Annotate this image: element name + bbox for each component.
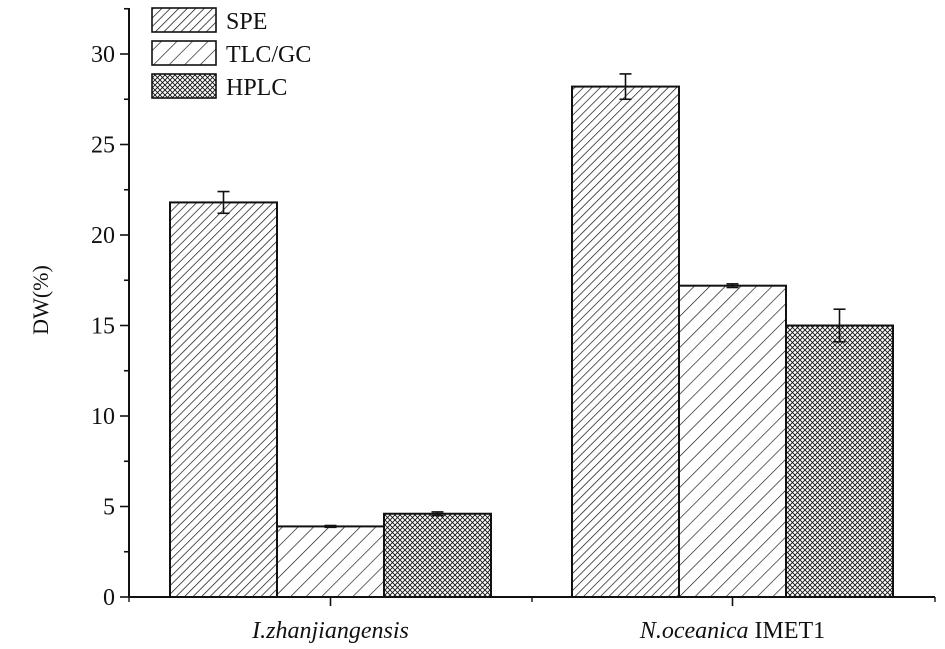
legend-label: SPE [226, 9, 267, 35]
y-tick-label: 25 [91, 133, 115, 159]
legend-swatch [151, 7, 217, 33]
bar-hplc-1 [383, 512, 492, 598]
x-category-label: N.oceanica IMET1 [639, 618, 825, 644]
legend-label: HPLC [226, 75, 287, 101]
bar-tlc-gc-1 [276, 525, 385, 598]
error-bar [431, 511, 444, 517]
y-tick-label: 15 [91, 314, 115, 340]
legend: SPE TLC/GC HPLC [151, 7, 311, 101]
x-category-label: I.zhanjiangensis [251, 618, 409, 644]
bar-spe-1 [169, 201, 278, 598]
bar-hplc-2 [785, 324, 894, 598]
error-bar [726, 283, 739, 289]
error-bar [217, 190, 230, 215]
error-bar [833, 308, 846, 343]
y-tick-label: 30 [91, 42, 115, 68]
y-tick-label: 20 [91, 223, 115, 249]
y-tick-label: 0 [103, 585, 115, 611]
legend-swatch [151, 40, 217, 66]
error-bars-group [217, 73, 846, 529]
bar-spe-2 [571, 85, 680, 599]
y-tick-label: 5 [103, 495, 115, 521]
error-bar [324, 524, 337, 529]
legend-swatch [151, 73, 217, 99]
legend-label: TLC/GC [226, 42, 311, 68]
y-axis-label: DW(%) [28, 265, 53, 335]
bars-group [169, 85, 894, 599]
bar-tlc-gc-2 [678, 284, 787, 598]
error-bar [619, 73, 632, 101]
y-tick-label: 10 [91, 404, 115, 430]
